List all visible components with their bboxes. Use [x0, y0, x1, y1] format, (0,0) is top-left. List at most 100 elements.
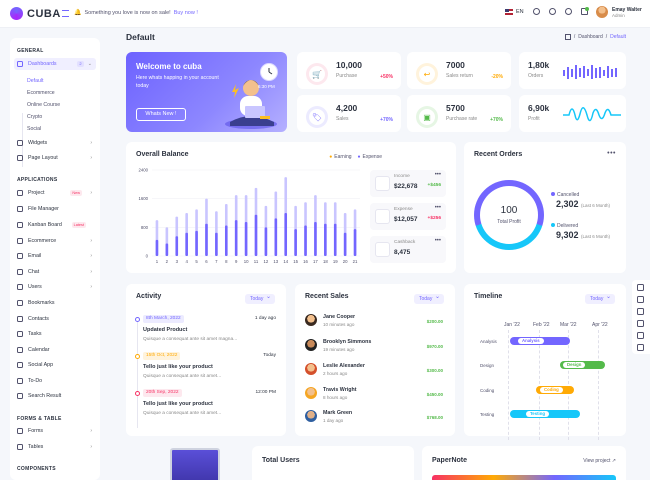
timeline-filter-dropdown[interactable]: Today	[585, 292, 615, 304]
timeline-bar-testing[interactable]: Testing	[510, 410, 580, 418]
settings-icon[interactable]	[637, 284, 644, 291]
sidebar-item-users[interactable]: Users ›	[14, 281, 96, 293]
shopping-bag-icon	[17, 238, 23, 244]
chevron-right-icon: ›	[90, 238, 92, 244]
cart-icon[interactable]	[580, 7, 589, 15]
x-tick-label: 3	[176, 259, 179, 264]
sidebar-item-file-manager[interactable]: File Manager	[14, 203, 96, 215]
timeline-bar-design[interactable]: Design	[560, 361, 605, 369]
more-icon[interactable]: •••	[434, 238, 441, 244]
wallet-icon: ▣	[416, 106, 438, 128]
sidebar-item-search-result[interactable]: Search Result	[14, 390, 96, 402]
user-profile[interactable]: Emay Walter Admin	[596, 6, 642, 18]
sidebar-item-forms[interactable]: Forms ›	[14, 425, 96, 437]
sidebar-item-widgets[interactable]: Widgets ›	[14, 137, 96, 149]
sidebar-item-tasks[interactable]: Tasks	[14, 328, 96, 340]
expense-bar	[324, 223, 327, 256]
chevron-down-icon: ⌄	[87, 61, 92, 67]
submenu-online-course[interactable]: Online Course	[27, 102, 61, 108]
sales-filter-dropdown[interactable]: Today	[414, 292, 444, 304]
star-icon[interactable]	[564, 8, 572, 15]
us-flag-icon[interactable]	[505, 8, 513, 15]
activity-text: Quisque a consequat ante sit amet magna.…	[143, 337, 238, 342]
sale-name: Travis Wright	[323, 387, 357, 393]
timeline-row-label: Analysis	[480, 339, 497, 344]
sale-amount: $970.00	[426, 344, 443, 349]
sidebar-item-to-do[interactable]: To-Do	[14, 375, 96, 387]
color-icon[interactable]	[637, 308, 644, 315]
sidebar-item-calendar[interactable]: Calendar	[14, 344, 96, 356]
brand-logo[interactable]: CUBA	[10, 7, 61, 20]
more-icon[interactable]: •••	[434, 205, 441, 211]
more-icon[interactable]: •••	[434, 172, 441, 178]
cancelled-label: Cancelled	[551, 192, 579, 198]
sidebar-item-dashboards[interactable]: Dashboards 2 ⌄	[14, 58, 96, 70]
image-icon[interactable]	[637, 320, 644, 327]
sidebar-item-page-layout[interactable]: Page Layout ›	[14, 152, 96, 164]
section-forms-table: FORMS & TABLE	[17, 416, 62, 422]
x-tick-label: 15	[293, 259, 298, 264]
submenu-crypto[interactable]: Crypto	[27, 114, 43, 120]
menu-toggle-icon[interactable]	[62, 10, 69, 17]
mini-value: 8,475	[394, 249, 411, 256]
home-icon	[17, 61, 23, 67]
chevron-right-icon: ›	[90, 444, 92, 450]
kanban-icon	[17, 222, 23, 228]
expense-bar	[205, 223, 208, 256]
breadcrumb-dashboard[interactable]: Dashboard	[578, 34, 603, 40]
sidebar-item-ecommerce[interactable]: Ecommerce ›	[14, 235, 96, 247]
search-icon[interactable]	[532, 8, 540, 15]
sidebar-item-chat[interactable]: Chat ›	[14, 266, 96, 278]
sidebar-item-label: Bookmarks	[28, 300, 55, 306]
activity-filter-dropdown[interactable]: Today	[245, 292, 275, 304]
x-tick-label: 12	[264, 259, 269, 264]
sidebar-item-label: Tasks	[28, 331, 42, 337]
timeline-bar-analysis[interactable]: Analysis	[510, 337, 570, 345]
sidebar-item-contacts[interactable]: Contacts	[14, 313, 96, 325]
x-tick-label: 5	[195, 259, 198, 264]
x-tick-label: 7	[215, 259, 218, 264]
expense-bar	[264, 227, 268, 256]
total-users-card: Total Users	[252, 446, 414, 480]
submenu-ecommerce[interactable]: Ecommerce	[27, 90, 55, 96]
activity-time: 1 day ago	[254, 316, 276, 321]
timeline-bar-label: Analysis	[518, 338, 544, 344]
page-title: Default	[126, 32, 155, 42]
home-icon[interactable]	[564, 34, 571, 40]
buy-now-link[interactable]: Buy now !	[173, 9, 198, 16]
x-tick-label: 20	[343, 259, 348, 264]
x-tick-label: 21	[353, 259, 358, 264]
activity-dot	[135, 391, 140, 396]
cart-icon[interactable]	[637, 332, 644, 339]
dark-mode-icon[interactable]	[548, 8, 556, 15]
more-icon[interactable]: •••	[607, 150, 616, 157]
layout-icon[interactable]	[637, 296, 644, 303]
expense-bar	[314, 221, 317, 256]
card-title: Overall Balance	[136, 151, 189, 158]
sale-time: 1 day ago	[323, 418, 344, 423]
timeline-bar-coding[interactable]: Coding	[536, 386, 574, 394]
view-project-link[interactable]: View project ↗	[583, 458, 616, 464]
x-tick-label: 9	[235, 259, 238, 264]
submenu-default[interactable]: Default	[27, 78, 44, 84]
expense-bar	[274, 218, 278, 256]
stat-card-sales-return: ↩ 7000 Sales return -20%	[407, 52, 511, 89]
sale-name: Jane Cooper	[323, 314, 356, 320]
tag-icon: 🏷	[306, 106, 328, 128]
sidebar-item-label: Widgets	[28, 140, 48, 146]
sale-name: Mark Green	[323, 410, 353, 416]
sidebar-item-bookmarks[interactable]: Bookmarks	[14, 297, 96, 309]
sidebar-item-label: Users	[28, 284, 42, 290]
sidebar-item-label: Tables	[28, 444, 44, 450]
sidebar-item-email[interactable]: Email ›	[14, 250, 96, 262]
mail-icon	[17, 253, 23, 259]
submenu-social[interactable]: Social	[27, 126, 42, 132]
card-title: Recent Sales	[305, 293, 349, 300]
sidebar-item-social-app[interactable]: Social App	[14, 359, 96, 371]
sidebar-item-tables[interactable]: Tables ›	[14, 441, 96, 453]
sidebar-item-project[interactable]: Project New ›	[14, 187, 96, 199]
language-label[interactable]: EN	[516, 8, 524, 15]
sidebar-item-kanban-board[interactable]: Kanban Board Latest	[14, 219, 96, 231]
whats-new-button[interactable]: Whats New !	[136, 108, 186, 121]
bookmark-icon[interactable]	[637, 344, 644, 351]
